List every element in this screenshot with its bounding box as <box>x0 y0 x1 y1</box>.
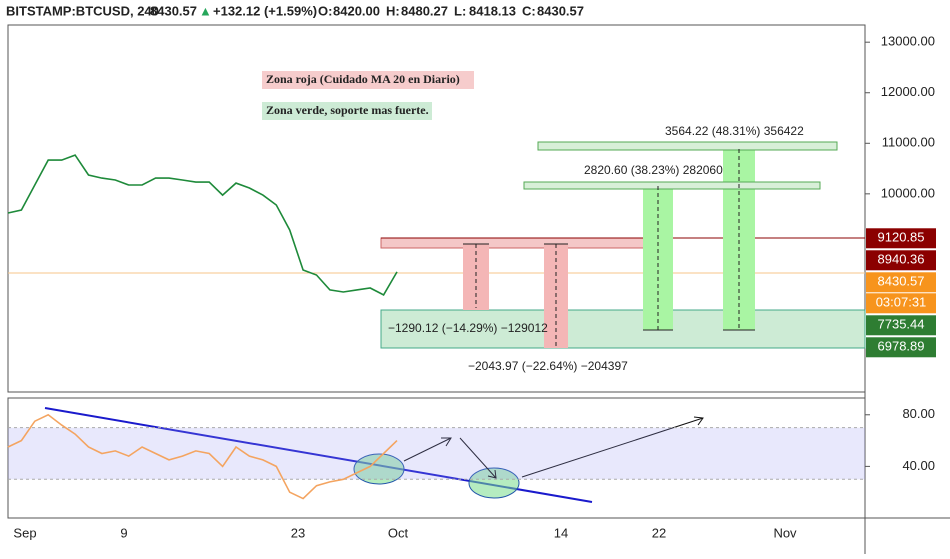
ohlc-key: L: <box>454 3 466 18</box>
target-bar <box>523 181 821 190</box>
y-tick-label: 80.00 <box>902 406 935 421</box>
red-zone <box>380 237 651 249</box>
price-label-bg <box>866 337 936 358</box>
x-tick-label: Sep <box>13 525 36 540</box>
rsi-pane <box>7 397 866 519</box>
rsi-band <box>8 427 865 480</box>
arrow: ▲ <box>199 3 212 18</box>
x-tick-label: 9 <box>120 525 127 540</box>
arrows <box>403 416 704 479</box>
price-label: 6978.89 <box>878 339 925 354</box>
highlight <box>468 467 520 499</box>
ohlc-value: 8420.00 <box>333 3 380 18</box>
series-line <box>7 154 398 296</box>
green-zone <box>380 309 866 349</box>
price-label-bg <box>866 272 936 293</box>
highlight <box>353 453 405 485</box>
measure-label: −2043.97 (−22.64%) −204397 <box>468 359 628 373</box>
x-tick-label: 23 <box>291 525 305 540</box>
measure-label: 3564.22 (48.31%) 356422 <box>665 124 804 138</box>
measure-label: −1290.12 (−14.29%) −129012 <box>388 321 548 335</box>
price-label-bg <box>866 250 936 271</box>
price-label: 7735.44 <box>878 317 925 332</box>
ohlc-key: H: <box>386 3 400 18</box>
price-label: 8940.36 <box>878 252 925 267</box>
ohlc-value: 8480.27 <box>401 3 448 18</box>
price-label: 8430.57 <box>878 274 925 289</box>
price-label: 9120.85 <box>878 230 925 245</box>
x-tick-label: 14 <box>554 525 568 540</box>
y-tick-label: 13000.00 <box>881 34 935 49</box>
last: 8430.57 <box>150 3 197 18</box>
rise-box <box>723 147 755 330</box>
ohlc-value: 8430.57 <box>537 3 584 18</box>
ohlc-key: O: <box>318 3 332 18</box>
countdown: 03:07:31 <box>876 295 927 310</box>
countdown-bg <box>866 293 936 314</box>
ohlc-value: 8418.13 <box>469 3 516 18</box>
target-bar <box>537 141 838 151</box>
measure-lines <box>475 149 740 346</box>
note: Zona verde, soporte mas fuerte. <box>266 103 429 117</box>
x-tick-label: 22 <box>652 525 666 540</box>
price-label-bg <box>866 315 936 336</box>
y-tick-label: 12000.00 <box>881 84 935 99</box>
x-tick-label: Oct <box>388 525 409 540</box>
note: Zona roja (Cuidado MA 20 en Diario) <box>266 72 460 86</box>
ohlc-key: C: <box>522 3 536 18</box>
note-bg <box>262 71 474 89</box>
y-tick-label: 11000.00 <box>882 135 935 150</box>
y-tick-label: 10000.00 <box>881 185 935 200</box>
measure-label: 2820.60 (38.23%) 282060 <box>584 163 723 177</box>
measure-caps <box>463 243 755 331</box>
series-line <box>7 413 398 500</box>
price-label-bg <box>866 228 936 249</box>
note-bg <box>262 102 432 120</box>
x-tick-label: Nov <box>773 525 797 540</box>
change: +132.12 (+1.59%) <box>213 3 317 18</box>
symbol: BITSTAMP:BTCUSD, 240 <box>6 3 159 18</box>
y-tick-label: 40.00 <box>902 458 935 473</box>
